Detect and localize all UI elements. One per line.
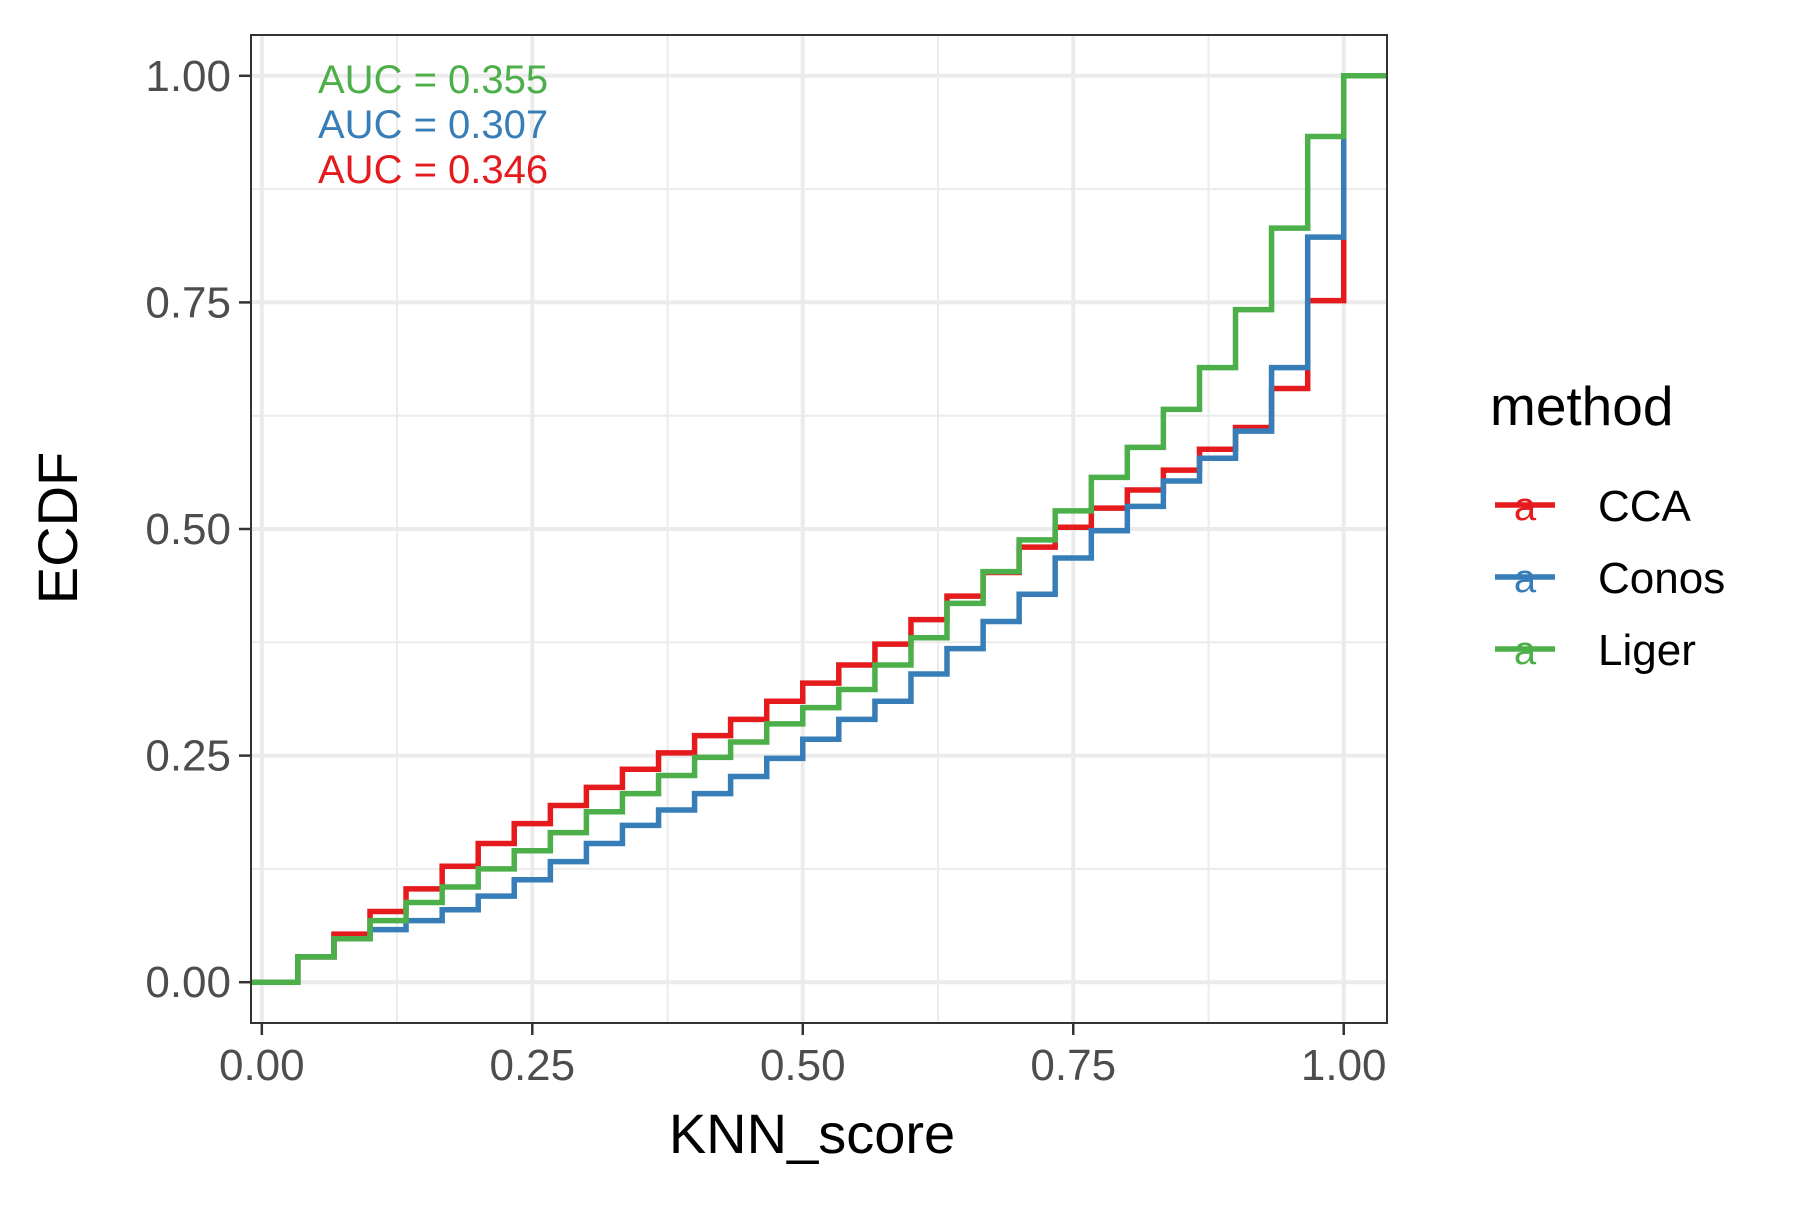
y-tick-label: 0.75	[145, 278, 231, 327]
legend-key-glyph: a	[1514, 629, 1537, 673]
auc-annotation-cca: AUC = 0.346	[318, 148, 548, 192]
grid-layer	[251, 35, 1387, 1023]
y-tick-label: 1.00	[145, 52, 231, 101]
y-tick-label: 0.50	[145, 505, 231, 554]
legend-label-cca: CCA	[1598, 482, 1692, 531]
series-layer	[251, 73, 1387, 985]
ecdf-step-line-conos	[251, 73, 1387, 985]
y-tick-label: 0.25	[145, 732, 231, 781]
y-axis-title: ECDF	[26, 452, 89, 604]
axis-layer: 0.00 0.25 0.50 0.75 1.00 0.00 0.25 0.50 0.75 1.00	[145, 52, 1386, 1090]
x-tick-label: 1.00	[1301, 1041, 1387, 1090]
ecdf-step-line-cca	[251, 73, 1387, 985]
legend-items: a CCA a Conos a Liger	[1495, 482, 1725, 675]
x-tick-label: 0.25	[489, 1041, 575, 1090]
legend-key-glyph: a	[1514, 485, 1537, 529]
auc-annotation-liger: AUC = 0.355	[318, 58, 548, 102]
x-tick-label: 0.50	[760, 1041, 846, 1090]
ecdf-step-line-liger	[251, 73, 1387, 985]
auc-annotation-conos: AUC = 0.307	[318, 103, 548, 147]
legend-label-liger: Liger	[1598, 626, 1696, 675]
legend: method a CCA a Conos a Liger	[1490, 375, 1725, 675]
legend-key-glyph: a	[1514, 557, 1537, 601]
legend-label-conos: Conos	[1598, 554, 1725, 603]
x-axis-title: KNN_score	[669, 1102, 955, 1165]
legend-title: method	[1490, 375, 1673, 437]
y-tick-label: 0.00	[145, 958, 231, 1007]
x-tick-label: 0.75	[1030, 1041, 1116, 1090]
x-tick-label: 0.00	[219, 1041, 305, 1090]
